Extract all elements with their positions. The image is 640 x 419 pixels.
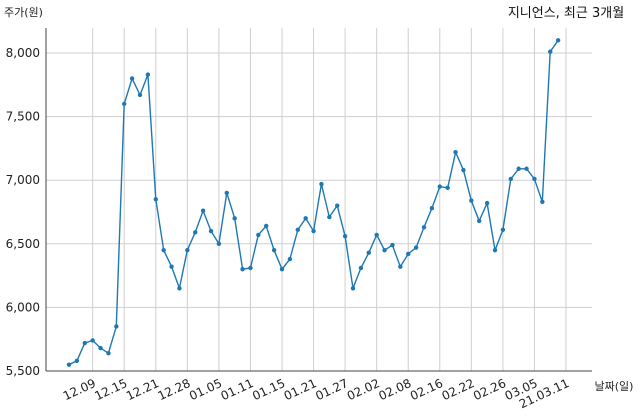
x-tick-labels: 12.0912.1512.2112.2801.0501.1101.1501.21… [61,376,571,411]
price-point [335,203,340,208]
y-tick-label: 7,000 [6,173,40,187]
price-point [122,101,127,107]
y-tick-labels: 5,500 6,000 6,500 7,000 7,500 8,000 [6,46,40,378]
price-point [500,227,506,233]
price-point [453,150,458,155]
price-point [90,338,95,343]
price-point [82,340,87,346]
price-point [437,184,442,189]
price-point [248,265,253,271]
price-point [477,218,482,224]
price-point [548,49,553,54]
price-point [240,267,245,272]
y-axis-title: 주가(원) [4,6,43,19]
price-point [169,264,174,269]
price-point [532,176,537,182]
price-point [287,256,293,262]
price-point [311,228,316,234]
price-point [429,205,435,211]
y-tick-label: 5,500 [6,364,40,378]
price-point [74,358,80,364]
price-point [129,76,135,81]
price-point [264,223,269,229]
price-point [271,247,277,253]
price-point [303,216,308,221]
price-point [555,38,561,43]
y-tick-label: 6,500 [6,237,40,251]
price-point [319,181,324,187]
price-point [508,176,513,182]
price-series [66,38,561,367]
y-tick-label: 6,000 [6,300,40,314]
price-point [382,247,387,253]
price-point [524,166,529,171]
price-point [208,228,214,234]
grid-layer [46,28,592,372]
price-point [295,227,300,233]
price-point [445,185,450,191]
price-point [413,245,419,250]
price-point [193,230,198,235]
axis-layer [45,28,592,372]
price-point [484,200,490,206]
price-point [161,247,166,253]
price-point [398,264,403,269]
price-point [256,232,261,238]
price-point [137,92,143,98]
chart-title: 지니언스, 최근 3개월 [508,6,624,21]
price-point [492,247,498,253]
price-point [469,198,474,203]
price-point [350,286,356,291]
y-tick-label: 8,000 [6,46,40,60]
price-point [374,232,379,238]
price-point [390,242,395,248]
price-point [98,345,103,351]
y-tick-label: 7,500 [6,110,40,124]
price-point [342,233,348,239]
price-point [358,265,364,271]
price-point [224,190,229,196]
price-point [366,250,371,255]
price-point [421,225,427,230]
price-point [153,197,158,202]
price-point [66,362,72,367]
price-point [114,324,119,329]
price-point [406,251,411,257]
price-point [279,267,285,272]
price-point [540,199,545,205]
x-axis-title: 날짜(일) [595,379,634,393]
price-point [516,166,521,171]
price-point [461,167,466,173]
price-point [145,72,151,77]
price-point [177,286,182,291]
price-point [327,214,332,220]
price-point [216,241,222,246]
price-point [232,216,237,221]
price-point [185,247,190,253]
price-point [106,350,111,356]
price-point [200,208,206,213]
